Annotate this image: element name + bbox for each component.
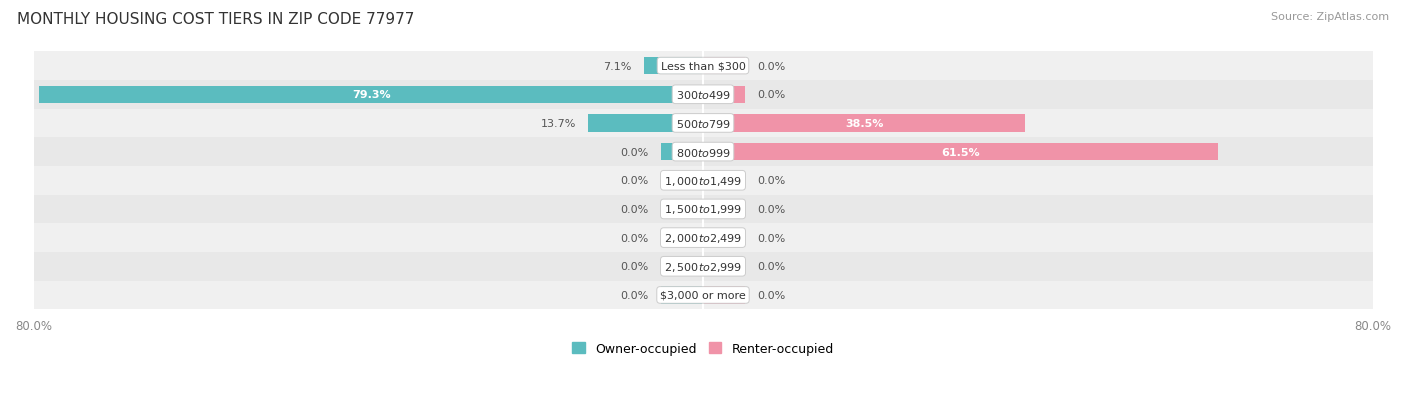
Text: 0.0%: 0.0% [758, 290, 786, 300]
Bar [703, 230, 745, 247]
Text: $2,500 to $2,999: $2,500 to $2,999 [664, 260, 742, 273]
Text: $800 to $999: $800 to $999 [675, 146, 731, 158]
Text: 0.0%: 0.0% [758, 176, 786, 186]
Bar [34, 109, 1372, 138]
Bar [34, 224, 1372, 252]
Text: 0.0%: 0.0% [620, 290, 648, 300]
Text: 0.0%: 0.0% [758, 62, 786, 71]
Text: 0.0%: 0.0% [758, 233, 786, 243]
Text: Source: ZipAtlas.com: Source: ZipAtlas.com [1271, 12, 1389, 22]
Bar [661, 172, 703, 190]
Bar [703, 58, 745, 75]
Text: $300 to $499: $300 to $499 [675, 89, 731, 101]
Text: $3,000 or more: $3,000 or more [661, 290, 745, 300]
Text: 13.7%: 13.7% [540, 119, 576, 128]
Bar [703, 86, 745, 104]
Bar [39, 86, 703, 104]
Bar [703, 258, 745, 275]
Text: 0.0%: 0.0% [620, 233, 648, 243]
Bar [588, 115, 703, 132]
Text: $1,000 to $1,499: $1,000 to $1,499 [664, 174, 742, 188]
Bar [703, 144, 1218, 161]
Bar [703, 172, 745, 190]
Bar [703, 287, 745, 304]
Text: MONTHLY HOUSING COST TIERS IN ZIP CODE 77977: MONTHLY HOUSING COST TIERS IN ZIP CODE 7… [17, 12, 415, 27]
Bar [661, 287, 703, 304]
Text: $500 to $799: $500 to $799 [675, 118, 731, 130]
Text: 0.0%: 0.0% [620, 262, 648, 272]
Bar [34, 52, 1372, 81]
Text: $2,000 to $2,499: $2,000 to $2,499 [664, 232, 742, 244]
Text: 0.0%: 0.0% [620, 176, 648, 186]
Bar [661, 144, 703, 161]
Bar [34, 166, 1372, 195]
Text: 79.3%: 79.3% [352, 90, 391, 100]
Bar [703, 201, 745, 218]
Text: Less than $300: Less than $300 [661, 62, 745, 71]
Bar [661, 201, 703, 218]
Text: 0.0%: 0.0% [620, 147, 648, 157]
Bar [661, 258, 703, 275]
Bar [34, 281, 1372, 309]
Text: 0.0%: 0.0% [758, 90, 786, 100]
Bar [34, 252, 1372, 281]
Legend: Owner-occupied, Renter-occupied: Owner-occupied, Renter-occupied [568, 337, 838, 360]
Bar [661, 230, 703, 247]
Bar [703, 115, 1025, 132]
Text: 0.0%: 0.0% [758, 204, 786, 214]
Bar [34, 138, 1372, 166]
Text: 0.0%: 0.0% [758, 262, 786, 272]
Text: 38.5%: 38.5% [845, 119, 883, 128]
Text: 7.1%: 7.1% [603, 62, 631, 71]
Text: $1,500 to $1,999: $1,500 to $1,999 [664, 203, 742, 216]
Text: 61.5%: 61.5% [941, 147, 980, 157]
Bar [644, 58, 703, 75]
Bar [34, 81, 1372, 109]
Bar [34, 195, 1372, 224]
Text: 0.0%: 0.0% [620, 204, 648, 214]
